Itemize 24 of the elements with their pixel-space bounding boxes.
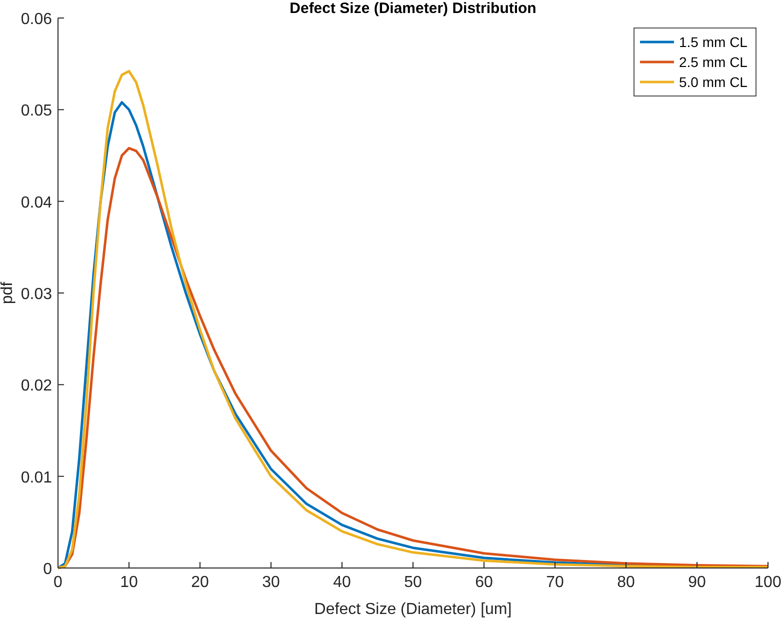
x-tick-label: 100 — [754, 574, 782, 591]
y-tick-label: 0.05 — [20, 102, 52, 120]
y-tick-label: 0.01 — [20, 469, 52, 486]
x-tick-label: 60 — [475, 574, 493, 591]
x-axis-title: Defect Size (Diameter) [um] — [314, 601, 512, 618]
x-tick-label: 0 — [54, 574, 63, 591]
y-tick-label: 0.03 — [20, 286, 52, 303]
y-tick-label: 0.02 — [20, 378, 52, 395]
x-tick-label: 40 — [333, 574, 351, 591]
x-tick-label: 30 — [262, 574, 280, 591]
legend-label: 1.5 mm CL — [679, 34, 748, 50]
x-tick-label: 50 — [404, 574, 422, 591]
x-tick-label: 20 — [191, 574, 209, 591]
x-tick-label: 80 — [617, 574, 635, 591]
y-axis-title: pdf — [0, 281, 16, 304]
legend-label: 2.5 mm CL — [679, 54, 748, 70]
y-tick-label: 0.06 — [20, 11, 52, 28]
legend-label: 5.0 mm CL — [679, 74, 748, 90]
y-tick-label: 0 — [43, 561, 52, 578]
chart-title: Defect Size (Diameter) Distribution — [290, 0, 536, 17]
y-tick-label: 0.04 — [20, 194, 52, 212]
x-tick-label: 70 — [546, 574, 564, 591]
x-tick-label: 10 — [120, 574, 138, 591]
x-tick-label: 90 — [688, 574, 706, 591]
